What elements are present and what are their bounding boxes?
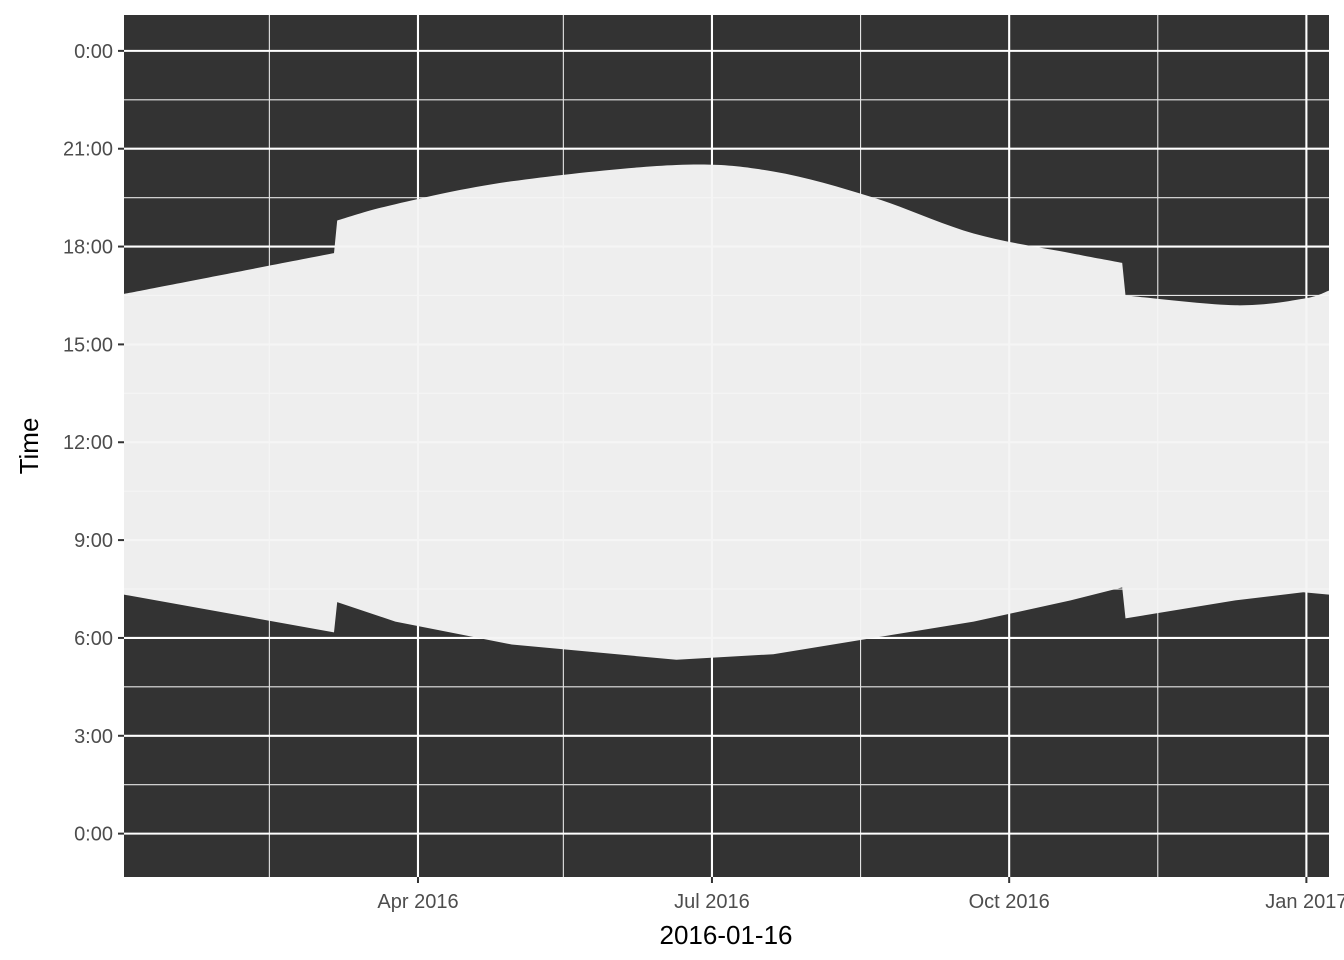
- y-tick-label-4: 12:00: [63, 432, 113, 454]
- x-tick-label-1: Jul 2016: [674, 891, 750, 913]
- x-tick-label-0: Apr 2016: [377, 891, 458, 913]
- y-tick-label-2: 6:00: [74, 628, 113, 650]
- y-tick-label-7: 21:00: [63, 139, 113, 161]
- y-tick-label-0: 0:00: [74, 824, 113, 846]
- y-tick-label-3: 9:00: [74, 530, 113, 552]
- x-axis-title: 2016-01-16: [660, 920, 793, 950]
- y-tick-label-5: 15:00: [63, 334, 113, 356]
- y-tick-label-6: 18:00: [63, 237, 113, 259]
- y-axis: 0:00 3:00 6:00 9:00 12:00 15:00 18:00 21:00 0:00: [63, 41, 124, 846]
- y-tick-label-8: 0:00: [74, 41, 113, 63]
- x-tick-label-2: Oct 2016: [969, 891, 1050, 913]
- y-axis-title: Time: [14, 418, 44, 475]
- daylight-ribbon: [124, 164, 1329, 660]
- x-tick-label-3: Jan 2017: [1265, 891, 1344, 913]
- x-axis: Apr 2016 Jul 2016 Oct 2016 Jan 2017: [377, 877, 1344, 913]
- y-tick-label-1: 3:00: [74, 726, 113, 748]
